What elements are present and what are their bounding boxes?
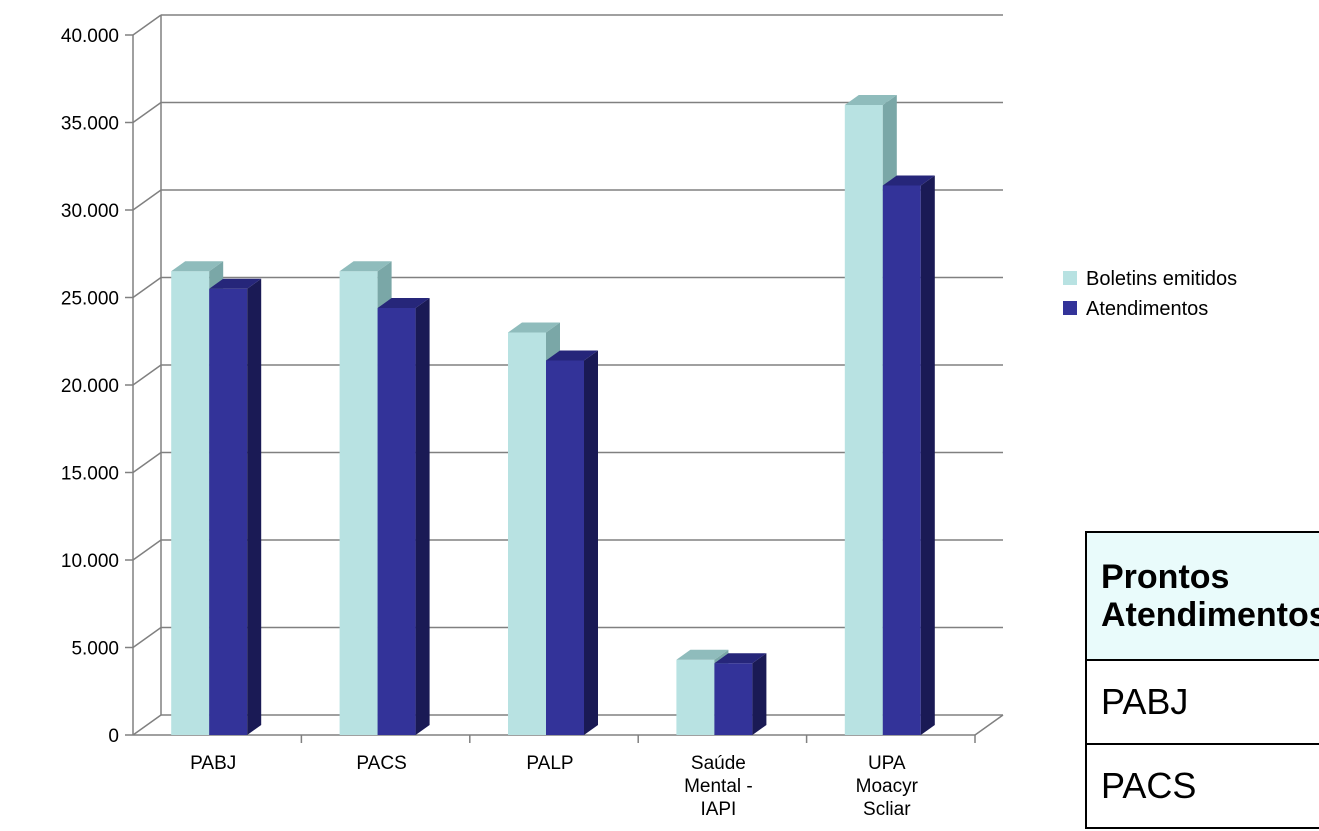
legend-label: Atendimentos	[1086, 298, 1208, 320]
y-tick-label: 30.000	[61, 201, 119, 222]
x-tick-label: Scliar	[863, 799, 911, 820]
bar	[714, 663, 753, 735]
y-tick-label: 10.000	[61, 551, 119, 572]
bar-top	[171, 261, 224, 272]
legend-label: Boletins emitidos	[1086, 268, 1237, 290]
table-header-cell: Prontos Atendimentos	[1085, 531, 1319, 661]
bar-side	[752, 653, 767, 735]
bar-top	[882, 175, 935, 186]
gridline-side	[132, 101, 162, 124]
bar-side	[247, 278, 262, 735]
x-tick-label: Mental -	[684, 776, 753, 797]
legend: Boletins emitidos Atendimentos	[1063, 268, 1237, 320]
pronto-atendimento-table: Prontos Atendimentos PABJ PACS	[1085, 531, 1319, 831]
table-row: PABJ	[1085, 659, 1319, 745]
bar	[377, 308, 416, 735]
bar-top	[377, 298, 430, 308]
gridline-side	[132, 451, 162, 474]
table-cell: PACS	[1085, 743, 1319, 829]
bar	[171, 271, 210, 735]
bar	[882, 185, 921, 735]
gridline-side	[132, 714, 162, 736]
bar-top	[546, 350, 598, 361]
gridline-side	[132, 14, 162, 36]
bar-top	[209, 278, 262, 289]
x-tick-label: PALP	[526, 753, 573, 774]
y-tick-labels: 0 5.000 10.000 15.000 20.000 25.000 30.000 35.0…	[61, 26, 119, 747]
table-cell: PABJ	[1085, 659, 1319, 745]
y-tick-label: 20.000	[61, 376, 119, 397]
gridline-side	[132, 189, 162, 211]
y-tick-label: 35.000	[61, 114, 119, 135]
x-tick-label: UPA	[868, 753, 906, 774]
bar	[546, 360, 584, 735]
y-tick-label: 40.000	[61, 26, 119, 47]
table-header-row: Prontos Atendimentos	[1085, 531, 1319, 661]
x-tick-label: IAPI	[700, 799, 736, 820]
bar-side	[584, 350, 598, 735]
bar-top	[844, 95, 897, 105]
bar	[209, 288, 248, 735]
pa-table: Prontos Atendimentos PABJ PACS	[1085, 531, 1319, 829]
x-tick-label: Moacyr	[856, 776, 919, 797]
floor-edge	[974, 714, 1004, 736]
table-row: PACS	[1085, 743, 1319, 829]
bar	[508, 332, 546, 735]
bar-top	[714, 653, 767, 664]
y-tick-label: 5.000	[71, 639, 119, 660]
y-tick-label: 0	[108, 726, 119, 747]
bar-side	[920, 175, 935, 735]
table-header-line1: Prontos	[1101, 558, 1230, 596]
y-tick-label: 15.000	[61, 464, 119, 485]
x-tick-label: PACS	[356, 753, 406, 774]
table-header-line2: Atendimentos	[1101, 596, 1319, 634]
legend-swatch	[1063, 301, 1077, 315]
y-tick-label: 25.000	[61, 289, 119, 310]
legend-swatch	[1063, 271, 1077, 285]
x-tick-label: PABJ	[190, 753, 236, 774]
bar	[339, 271, 378, 735]
gridline-side	[132, 364, 162, 386]
bar-top	[508, 322, 560, 333]
bars	[171, 95, 935, 735]
x-tick-label: Saúde	[691, 753, 746, 774]
bar-top	[676, 649, 729, 660]
bar-side	[415, 298, 430, 735]
bar	[844, 105, 883, 735]
bar	[676, 659, 715, 735]
gridline-side	[132, 276, 162, 299]
gridline-side	[132, 626, 162, 649]
bar-top	[339, 261, 392, 272]
gridline-side	[132, 539, 162, 561]
